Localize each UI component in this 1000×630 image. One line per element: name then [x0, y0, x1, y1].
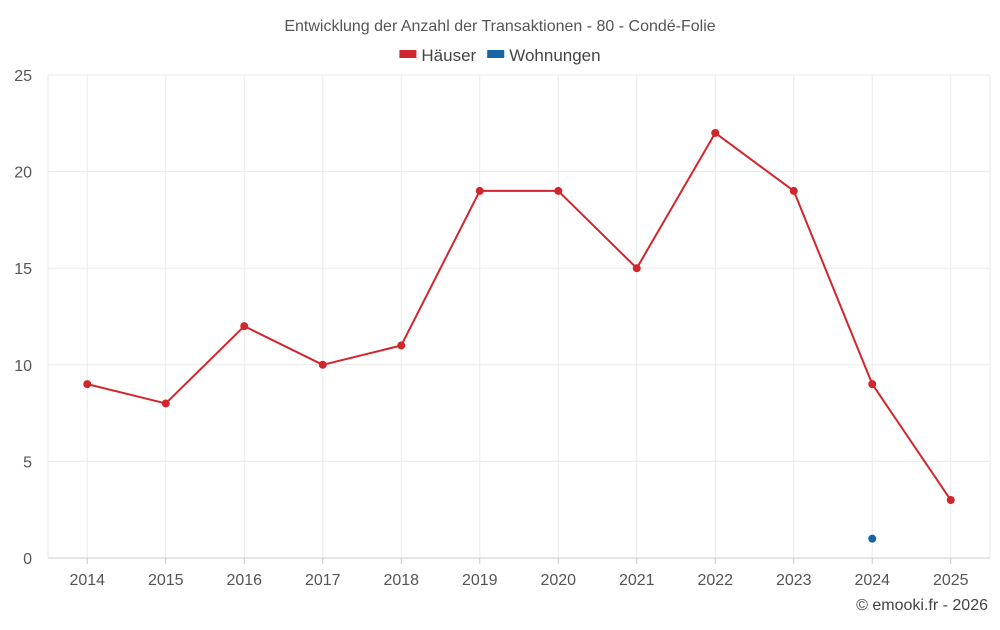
series-line — [87, 131, 952, 501]
data-point[interactable] — [868, 380, 877, 389]
x-tick-label: 2021 — [619, 572, 655, 589]
y-tick-label: 25 — [14, 68, 32, 85]
data-point[interactable] — [83, 380, 92, 389]
x-tick-label: 2024 — [854, 572, 890, 589]
legend: Häuser Wohnungen — [399, 46, 601, 65]
x-tick-label: 2018 — [383, 572, 419, 589]
data-point[interactable] — [240, 322, 249, 331]
chart-title: Entwicklung der Anzahl der Transaktionen… — [284, 18, 715, 35]
data-point[interactable] — [946, 496, 955, 505]
data-point[interactable] — [711, 128, 720, 137]
legend-label: Häuser — [421, 46, 476, 65]
x-tick-label: 2017 — [305, 572, 341, 589]
series — [83, 128, 955, 543]
x-tick-label: 2014 — [69, 572, 105, 589]
data-point[interactable] — [554, 186, 563, 195]
y-tick-label: 10 — [14, 358, 32, 375]
y-tick-label: 0 — [23, 551, 32, 568]
x-tick-label: 2023 — [776, 572, 812, 589]
data-point[interactable] — [475, 186, 484, 195]
x-tick-label: 2019 — [462, 572, 498, 589]
legend-swatch — [487, 50, 505, 58]
data-point[interactable] — [789, 186, 798, 195]
gridlines — [47, 74, 991, 558]
y-tick-label: 20 — [14, 165, 32, 182]
series-1 — [83, 128, 955, 505]
data-point[interactable] — [318, 360, 327, 369]
legend-item[interactable]: Häuser — [399, 46, 477, 65]
legend-label: Wohnungen — [509, 46, 600, 65]
data-point[interactable] — [632, 264, 641, 273]
legend-item[interactable]: Wohnungen — [487, 46, 601, 65]
x-tick-label: 2025 — [933, 572, 969, 589]
data-point[interactable] — [868, 534, 877, 543]
x-tick-label: 2020 — [540, 572, 576, 589]
y-tick-label: 5 — [23, 454, 32, 471]
series-2 — [868, 534, 877, 543]
legend-swatch — [399, 50, 417, 58]
data-point[interactable] — [161, 399, 170, 408]
x-tick-label: 2022 — [697, 572, 733, 589]
x-tick-label: 2016 — [226, 572, 262, 589]
data-point[interactable] — [397, 341, 406, 350]
x-tick-label: 2015 — [148, 572, 184, 589]
credit-text: © emooki.fr - 2026 — [856, 597, 988, 614]
y-tick-label: 15 — [14, 261, 32, 278]
